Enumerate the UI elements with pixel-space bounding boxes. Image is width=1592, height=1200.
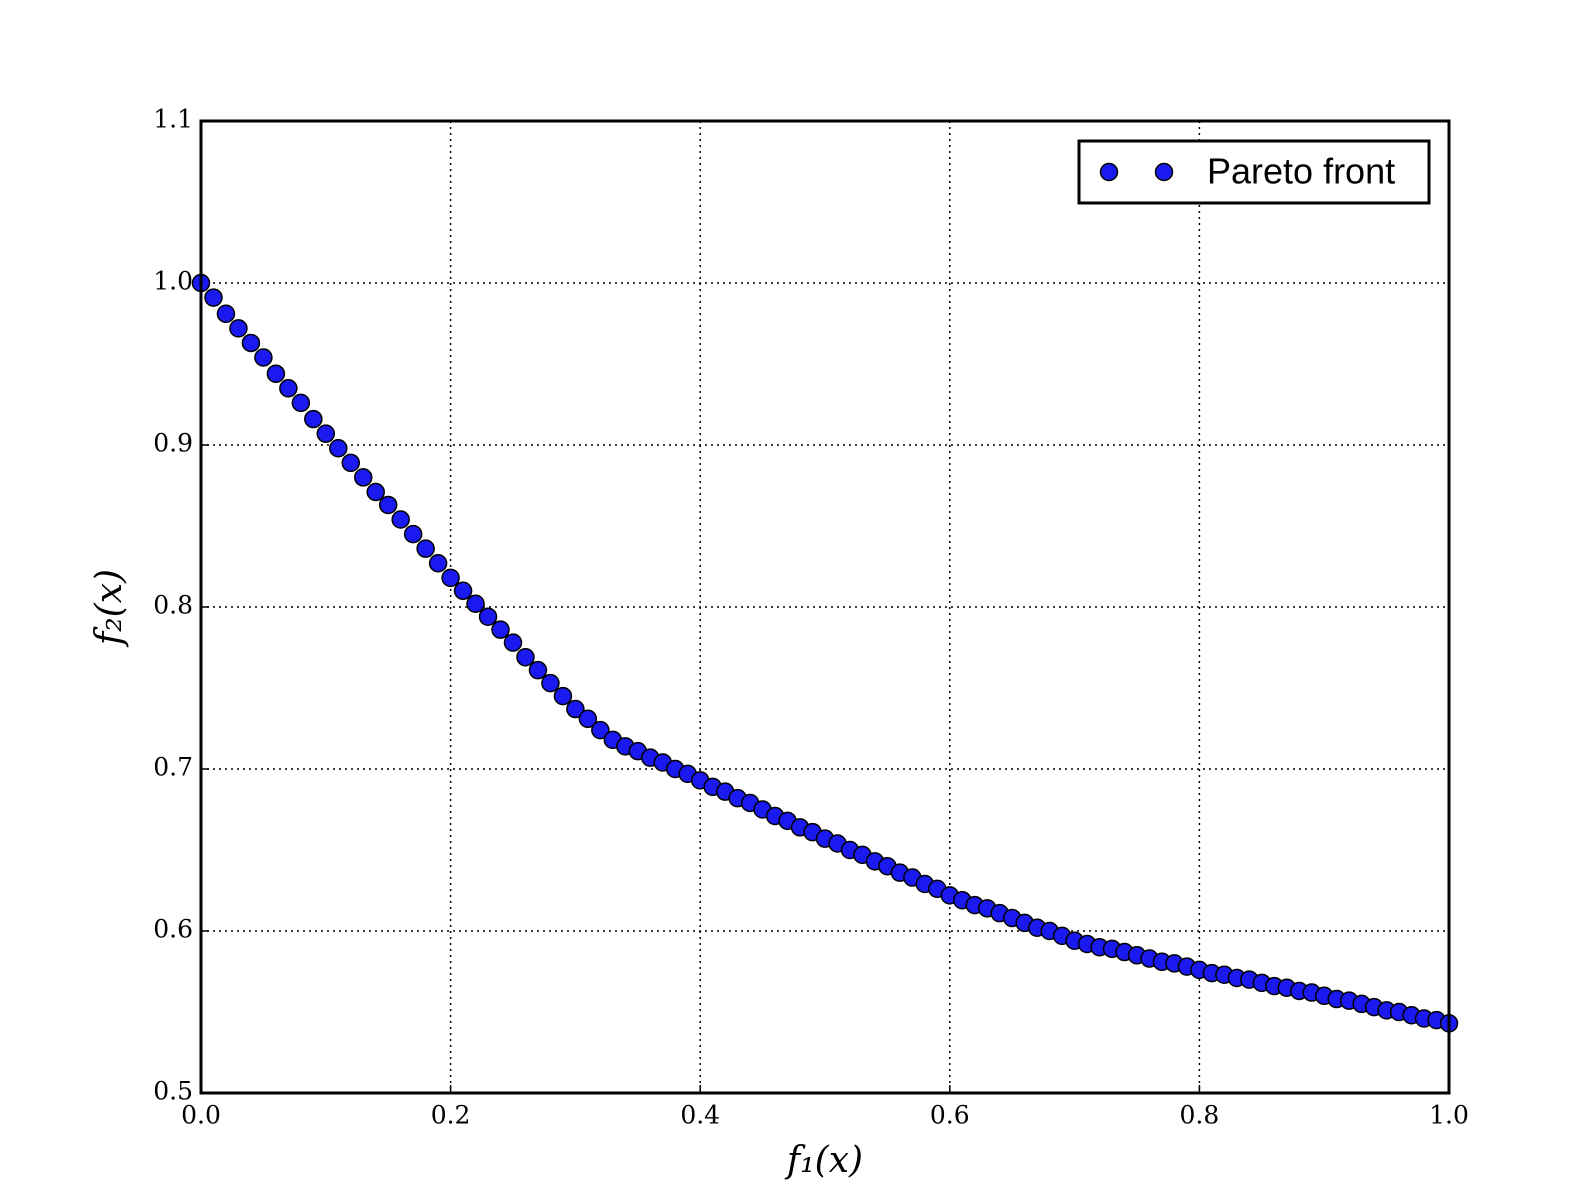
legend-marker — [1154, 162, 1174, 182]
y-tick-label: 0.8 — [153, 591, 193, 620]
point — [403, 524, 423, 544]
point — [216, 304, 236, 324]
point — [566, 699, 585, 719]
x-tick-label: 0.2 — [431, 1101, 471, 1130]
point — [441, 568, 460, 588]
x-tick-label: 0.8 — [1180, 1101, 1220, 1130]
point — [453, 581, 473, 601]
point — [241, 333, 261, 353]
point — [391, 510, 410, 529]
x-tick-label: 0.6 — [930, 1101, 970, 1130]
point — [541, 673, 560, 693]
y-tick-label: 0.5 — [153, 1077, 193, 1106]
point — [341, 453, 361, 473]
legend-marker — [1099, 162, 1119, 182]
point — [254, 348, 273, 367]
point — [204, 288, 223, 307]
legend-box — [1077, 139, 1431, 205]
x-tick-label: 0.4 — [680, 1101, 720, 1130]
legend-label: Pareto front — [1207, 151, 1395, 192]
point — [591, 720, 610, 740]
x-tick-label: 1.0 — [1429, 1101, 1469, 1130]
point — [378, 495, 398, 515]
y-axis-title: f₂(x) — [89, 569, 130, 648]
point — [428, 554, 448, 573]
point — [329, 438, 348, 458]
x-axis-title: f₁(x) — [784, 1140, 863, 1181]
point — [291, 393, 311, 413]
point — [466, 594, 485, 614]
y-tick-label: 0.9 — [153, 429, 193, 458]
y-tick-label: 1.1 — [153, 105, 193, 134]
y-tick-label: 0.7 — [153, 753, 193, 782]
plot-frame — [199, 119, 1451, 1095]
point — [516, 647, 535, 667]
point — [366, 482, 385, 502]
y-tick-label: 1.0 — [153, 267, 193, 296]
point — [528, 660, 548, 680]
point — [491, 620, 510, 639]
point — [316, 424, 336, 443]
point — [266, 364, 286, 383]
point — [578, 709, 598, 729]
point — [478, 607, 498, 626]
point — [503, 633, 523, 652]
point — [553, 686, 573, 706]
point — [416, 539, 435, 558]
y-tick-label: 0.6 — [153, 915, 193, 944]
x-tick-label: 0.0 — [181, 1101, 221, 1130]
point — [304, 409, 323, 429]
point — [279, 379, 298, 398]
point — [353, 468, 373, 487]
point — [229, 319, 248, 338]
